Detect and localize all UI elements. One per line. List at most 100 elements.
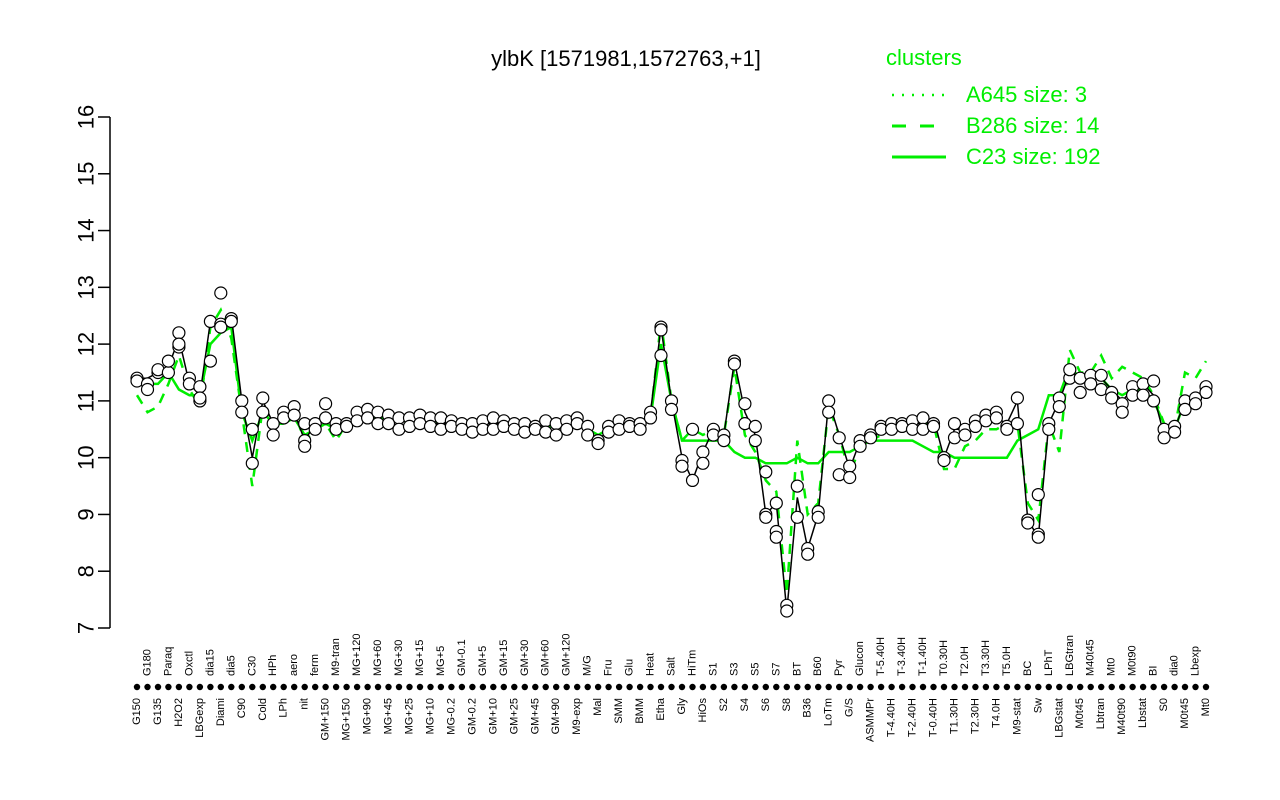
x-tick-label: GM-0.2 bbox=[466, 698, 478, 735]
x-marker bbox=[374, 683, 382, 691]
x-tick-label: G/S bbox=[844, 698, 856, 717]
x-marker bbox=[301, 683, 308, 691]
x-tick-label: GM+30 bbox=[519, 640, 531, 676]
x-tick-label: dia5 bbox=[225, 655, 237, 676]
y-tick-label: 12 bbox=[74, 332, 99, 356]
x-tick-label: LoTm bbox=[823, 698, 835, 726]
x-marker bbox=[196, 683, 204, 691]
data-point bbox=[1105, 391, 1119, 405]
x-marker bbox=[699, 683, 707, 691]
x-marker bbox=[856, 683, 864, 691]
x-marker bbox=[689, 683, 696, 691]
data-point bbox=[172, 337, 186, 351]
x-marker bbox=[500, 683, 507, 691]
data-point bbox=[1188, 397, 1203, 411]
data-point bbox=[193, 380, 207, 394]
x-tick-label: LBGstat bbox=[1053, 698, 1065, 738]
x-marker bbox=[238, 683, 245, 691]
x-marker bbox=[259, 683, 266, 691]
x-tick-label: M0t45 bbox=[1074, 698, 1086, 729]
x-tick-label: Cold bbox=[257, 698, 269, 721]
x-marker bbox=[322, 683, 329, 691]
x-tick-label: T-4.40H bbox=[886, 698, 898, 737]
data-point bbox=[832, 431, 846, 445]
x-marker bbox=[741, 683, 749, 691]
x-marker bbox=[332, 683, 340, 691]
y-tick-label: 11 bbox=[74, 389, 99, 412]
y-tick-label: 13 bbox=[74, 275, 99, 299]
x-tick-label: MG+90 bbox=[362, 698, 374, 734]
data-point bbox=[560, 422, 574, 436]
data-point bbox=[1042, 422, 1056, 436]
x-marker bbox=[364, 683, 371, 691]
x-marker bbox=[228, 683, 235, 691]
x-marker bbox=[291, 683, 298, 691]
x-marker bbox=[1192, 683, 1199, 691]
data-point bbox=[1084, 377, 1098, 391]
data-point bbox=[1167, 425, 1182, 439]
x-tick-label: GM+45 bbox=[529, 698, 541, 734]
x-marker bbox=[437, 683, 445, 691]
data-point bbox=[654, 323, 668, 337]
x-marker bbox=[532, 683, 539, 691]
data-point bbox=[1031, 488, 1045, 502]
x-tick-label: Paraq bbox=[162, 647, 174, 676]
x-tick-label: Lbstat bbox=[1137, 698, 1149, 728]
x-marker bbox=[720, 683, 728, 691]
y-tick-label: 8 bbox=[74, 565, 99, 577]
x-marker bbox=[1202, 683, 1210, 691]
data-point bbox=[549, 428, 563, 442]
x-marker bbox=[175, 683, 183, 691]
x-marker bbox=[846, 683, 853, 691]
data-point bbox=[748, 419, 762, 433]
x-tick-label: BMM bbox=[634, 698, 646, 724]
x-marker bbox=[1171, 683, 1178, 691]
x-tick-label: T2.30H bbox=[969, 698, 981, 734]
x-tick-label: T2.0H bbox=[959, 646, 971, 676]
x-tick-label: MG+150 bbox=[341, 698, 353, 741]
x-marker bbox=[804, 683, 811, 691]
x-marker bbox=[888, 683, 895, 691]
data-point bbox=[696, 445, 710, 459]
x-marker bbox=[657, 683, 665, 691]
series-layer bbox=[135, 307, 1208, 612]
x-marker bbox=[930, 683, 937, 691]
x-tick-label: LPh bbox=[278, 698, 290, 718]
x-marker bbox=[353, 683, 361, 691]
x-tick-label: M9-exp bbox=[571, 698, 583, 735]
x-tick-label: HPh bbox=[267, 655, 279, 676]
data-point bbox=[937, 453, 951, 468]
points-layer bbox=[130, 286, 1213, 618]
data-point bbox=[685, 473, 700, 487]
x-marker bbox=[312, 683, 319, 691]
x-tick-label: HiOs bbox=[697, 698, 709, 723]
data-point bbox=[266, 428, 280, 442]
x-marker bbox=[731, 683, 738, 691]
x-marker bbox=[584, 683, 591, 691]
x-tick-label: Pyr bbox=[833, 659, 845, 676]
data-point bbox=[989, 411, 1004, 425]
x-tick-label: GM+60 bbox=[540, 640, 552, 676]
data-point bbox=[287, 408, 301, 422]
data-point bbox=[1031, 530, 1045, 544]
data-point bbox=[863, 431, 878, 445]
data-point bbox=[926, 419, 941, 433]
x-tick-label: LPhT bbox=[1043, 649, 1055, 676]
data-point bbox=[256, 391, 270, 405]
data-point bbox=[1178, 402, 1192, 416]
data-point bbox=[235, 394, 249, 408]
x-marker bbox=[961, 683, 969, 691]
data-point bbox=[769, 496, 783, 510]
data-point bbox=[811, 510, 825, 524]
legend-label-b286: B286 size: 14 bbox=[966, 113, 1099, 138]
x-marker bbox=[406, 683, 413, 691]
x-marker bbox=[154, 683, 162, 691]
data-point bbox=[1052, 400, 1066, 414]
data-point bbox=[581, 428, 595, 442]
data-point bbox=[1115, 405, 1129, 419]
data-point bbox=[1146, 374, 1161, 388]
x-tick-label: ferm bbox=[309, 654, 321, 676]
data-point bbox=[1010, 391, 1025, 405]
x-marker bbox=[1045, 683, 1053, 691]
x-tick-label: Heat bbox=[645, 653, 657, 676]
